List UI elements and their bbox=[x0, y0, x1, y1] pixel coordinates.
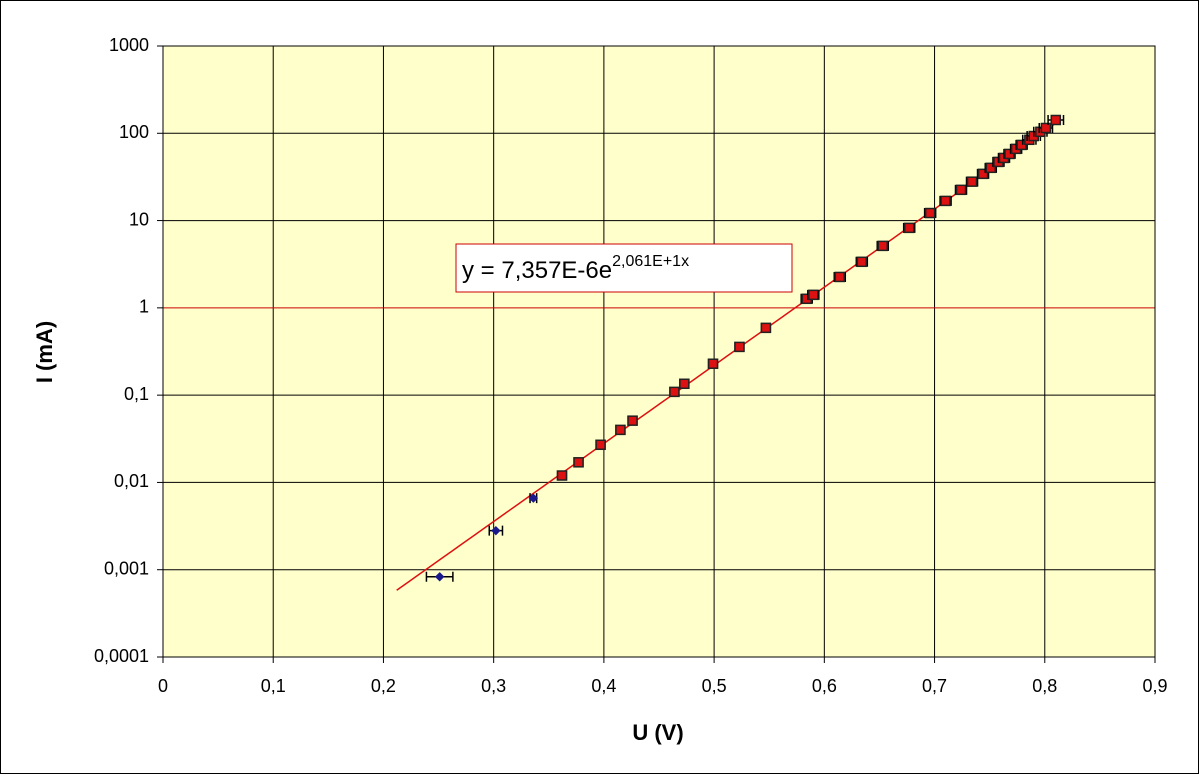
point bbox=[834, 271, 846, 283]
point bbox=[877, 240, 889, 252]
point bbox=[856, 256, 868, 268]
point bbox=[734, 341, 745, 353]
point bbox=[491, 525, 501, 536]
x-tick-label: 0,3 bbox=[481, 676, 506, 696]
x-tick-label: 0,4 bbox=[591, 676, 616, 696]
point bbox=[434, 572, 445, 582]
y-tick-label: 100 bbox=[119, 122, 149, 142]
point bbox=[669, 386, 680, 398]
point bbox=[760, 322, 772, 334]
x-tick-label: 0,6 bbox=[812, 676, 837, 696]
y-axis-title: I (mA) bbox=[32, 321, 57, 383]
plot-border bbox=[162, 45, 1156, 658]
x-tick-label: 0,2 bbox=[371, 676, 396, 696]
point bbox=[985, 162, 997, 174]
point bbox=[903, 222, 915, 234]
point bbox=[528, 493, 539, 503]
y-tick-label: 10 bbox=[129, 209, 149, 229]
point bbox=[977, 168, 989, 180]
point bbox=[1040, 122, 1052, 134]
point bbox=[940, 195, 951, 207]
y-tick-label: 0,0001 bbox=[94, 646, 149, 666]
x-tick-label: 0 bbox=[158, 676, 168, 696]
y-tick-label: 1 bbox=[139, 297, 149, 317]
y-tick-label: 0,1 bbox=[124, 384, 149, 404]
x-tick-label: 0,8 bbox=[1032, 676, 1057, 696]
y-tick-label: 0,001 bbox=[104, 558, 149, 578]
point bbox=[679, 378, 690, 390]
point bbox=[556, 470, 568, 481]
point bbox=[707, 358, 719, 369]
point bbox=[924, 207, 936, 219]
x-axis-title: U (V) bbox=[632, 720, 683, 745]
equation-base: y = 7,357E-6e bbox=[462, 257, 612, 284]
point bbox=[1050, 114, 1062, 126]
point bbox=[808, 289, 819, 301]
y-tick-label: 1000 bbox=[109, 35, 149, 55]
point bbox=[955, 184, 967, 196]
x-tick-label: 0,7 bbox=[922, 676, 947, 696]
x-tick-label: 0,1 bbox=[261, 676, 286, 696]
point bbox=[615, 424, 626, 436]
point bbox=[573, 457, 584, 468]
equation-exponent: 2,061E+1x bbox=[612, 253, 689, 270]
equation: y = 7,357E-6e2,061E+1x bbox=[462, 253, 689, 284]
plot-area bbox=[163, 46, 1155, 657]
point bbox=[966, 176, 978, 187]
y-tick-label: 0,01 bbox=[114, 471, 149, 491]
equation-box bbox=[455, 243, 793, 293]
point bbox=[627, 415, 638, 426]
x-tick-label: 0,5 bbox=[702, 676, 727, 696]
point bbox=[595, 439, 606, 451]
x-tick-label: 0,9 bbox=[1142, 676, 1167, 696]
